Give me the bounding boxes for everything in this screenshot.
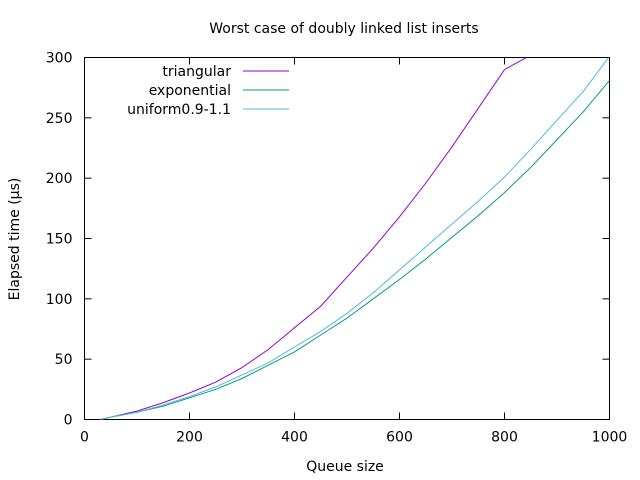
x-tick-label: 400	[281, 430, 308, 446]
series-line-exponential	[100, 80, 610, 420]
legend-label: exponential	[149, 83, 231, 99]
y-tick-label: 50	[55, 352, 73, 368]
x-tick-label: 0	[80, 430, 89, 446]
axis-ticks: 0 200 400 600 800 1000 0 50 100 150 200 250 300	[46, 51, 628, 446]
x-tick-label: 200	[176, 430, 203, 446]
y-tick-label: 0	[64, 413, 73, 429]
y-tick-label: 150	[46, 232, 73, 248]
y-tick-label: 250	[46, 111, 73, 127]
x-axis-label: Queue size	[306, 459, 384, 475]
series-group	[100, 57, 610, 420]
legend-label: triangular	[162, 64, 231, 80]
y-tick-label: 100	[46, 292, 73, 308]
chart-title: Worst case of doubly linked list inserts	[209, 21, 478, 37]
y-axis-label: Elapsed time (µs)	[7, 178, 23, 301]
x-tick-label: 1000	[592, 430, 628, 446]
series-line-uniform0-9-1-1	[100, 57, 610, 420]
x-tick-label: 600	[386, 430, 413, 446]
series-line-triangular	[100, 57, 528, 420]
legend: triangular exponential uniform0.9-1.1	[127, 64, 289, 118]
y-tick-label: 200	[46, 171, 73, 187]
y-tick-label: 300	[46, 51, 73, 67]
x-tick-label: 800	[491, 430, 518, 446]
legend-label: uniform0.9-1.1	[127, 102, 231, 118]
